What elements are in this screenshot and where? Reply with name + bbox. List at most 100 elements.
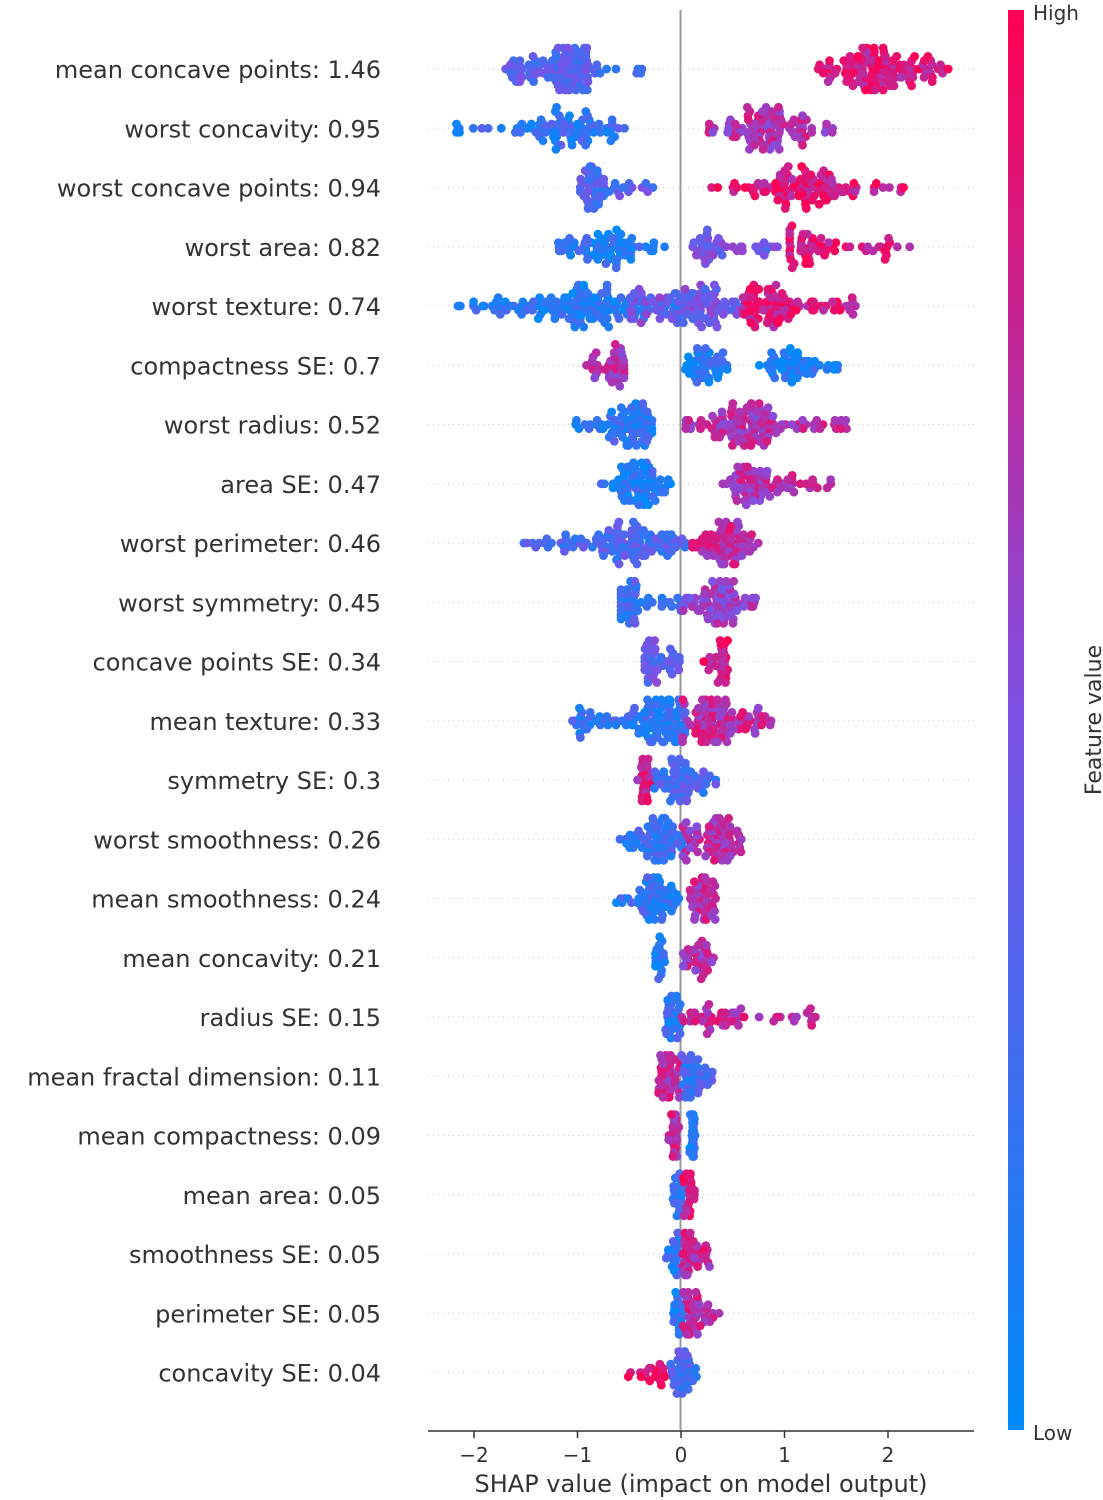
shap-point — [672, 737, 681, 747]
shap-point — [750, 729, 760, 738]
shap-point — [746, 399, 756, 408]
shap-point — [745, 547, 755, 556]
shap-point — [717, 407, 727, 417]
shap-point — [747, 530, 756, 539]
shap-point — [754, 297, 764, 307]
shap-point — [614, 123, 623, 133]
shap-point — [732, 183, 742, 192]
shap-point — [728, 618, 738, 628]
shap-point — [700, 284, 710, 294]
shap-point — [684, 352, 693, 362]
shap-point — [713, 373, 723, 383]
shap-point — [527, 119, 536, 129]
shap-point — [848, 81, 858, 91]
shap-point — [560, 547, 569, 556]
shap-point — [595, 68, 605, 78]
shap-point — [732, 826, 742, 836]
shap-point — [593, 229, 603, 239]
shap-point — [845, 52, 855, 61]
shap-point — [640, 652, 650, 662]
shap-point — [693, 1088, 703, 1098]
shap-point — [650, 636, 659, 645]
feature-point-row — [654, 1050, 717, 1102]
shap-point — [640, 708, 649, 717]
shap-point — [700, 589, 709, 599]
shap-point — [753, 703, 763, 713]
shap-point — [642, 436, 652, 446]
x-tick-label: 0 — [675, 1443, 688, 1467]
shap-point — [715, 636, 725, 645]
shap-point — [691, 542, 701, 552]
shap-point — [699, 657, 709, 666]
shap-point — [505, 301, 515, 311]
shap-point — [469, 297, 478, 307]
shap-point — [709, 551, 718, 560]
shap-point — [622, 839, 631, 848]
shap-point — [645, 737, 655, 747]
shap-point — [796, 174, 806, 184]
shap-point — [768, 411, 778, 421]
shap-point — [814, 246, 823, 256]
shap-point — [885, 183, 894, 192]
shap-point — [559, 127, 568, 137]
shap-point — [742, 102, 752, 112]
shap-point — [607, 377, 617, 387]
shap-point — [746, 441, 756, 450]
shap-point — [822, 119, 831, 129]
shap-point — [732, 246, 742, 256]
feature-label: radius SE: 0.15 — [200, 1004, 381, 1032]
shap-point — [793, 297, 802, 307]
shap-point — [674, 1092, 684, 1102]
shap-point — [669, 1317, 679, 1327]
shap-point — [582, 43, 592, 53]
shap-point — [793, 348, 802, 357]
shap-point — [585, 708, 595, 717]
feature-label: concave points SE: 0.34 — [93, 649, 381, 677]
feature-point-row — [615, 813, 746, 865]
shap-point — [797, 162, 807, 171]
shap-point — [754, 1012, 764, 1022]
shap-point — [506, 60, 515, 70]
shap-point — [692, 822, 702, 831]
feature-label: worst perimeter: 0.46 — [120, 530, 381, 558]
shap-point — [809, 297, 818, 307]
shap-point — [610, 297, 619, 307]
shap-point — [810, 356, 820, 366]
shap-point — [905, 242, 915, 252]
shap-point — [620, 551, 630, 560]
shap-point — [726, 521, 736, 531]
shap-point — [604, 322, 614, 332]
shap-point — [670, 1055, 680, 1064]
shap-point — [830, 415, 840, 425]
shap-point — [692, 1372, 701, 1382]
shap-point — [731, 132, 741, 142]
shap-point — [800, 356, 809, 366]
shap-point — [704, 665, 714, 675]
shap-point — [787, 263, 797, 273]
shap-point — [663, 995, 673, 1005]
shap-point — [703, 1080, 712, 1090]
shap-point — [698, 1245, 708, 1255]
shap-point — [683, 945, 693, 954]
shap-point — [728, 399, 738, 408]
shap-point — [816, 233, 826, 243]
shap-point — [771, 280, 781, 290]
shap-point — [850, 187, 860, 197]
shap-point — [517, 119, 527, 129]
shap-point — [748, 496, 758, 505]
shap-point — [727, 1016, 737, 1026]
shap-point — [456, 301, 465, 311]
shap-point — [640, 665, 650, 675]
feature-label: worst smoothness: 0.26 — [93, 826, 381, 854]
shap-point — [723, 636, 732, 645]
shap-point — [666, 796, 675, 806]
shap-point — [737, 551, 747, 560]
shap-point — [625, 496, 635, 505]
shap-point — [845, 242, 855, 252]
shap-point — [557, 246, 566, 256]
shap-point — [674, 1329, 684, 1339]
shap-point — [629, 517, 638, 527]
shap-point — [861, 85, 870, 95]
shap-point — [666, 851, 676, 861]
shap-point — [808, 305, 817, 315]
